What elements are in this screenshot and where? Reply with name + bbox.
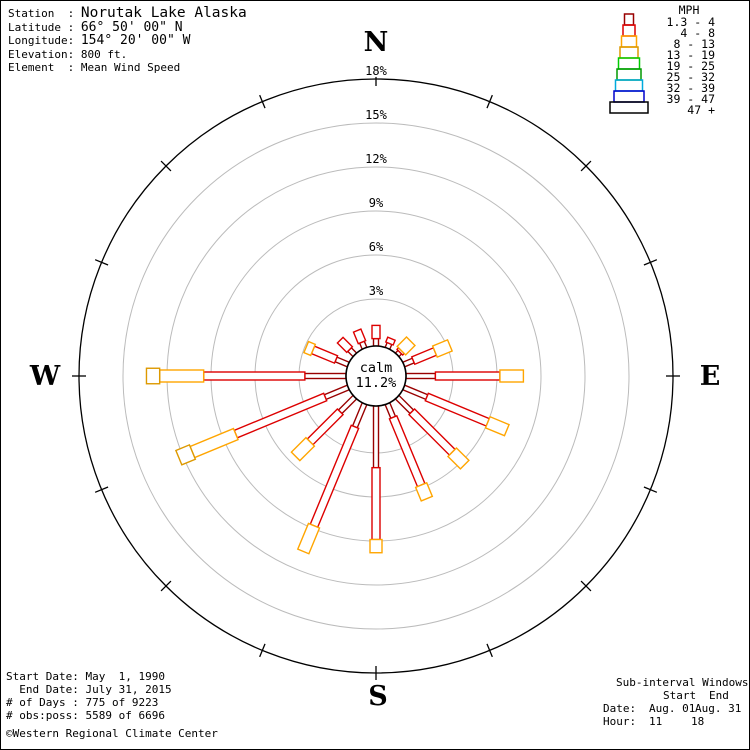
petal-segment-bin2	[352, 328, 367, 345]
petal-nne	[384, 336, 397, 351]
ring-tick	[160, 580, 172, 592]
calm-label: calm	[360, 360, 393, 376]
station-value: 154° 20' 00" W	[80, 33, 191, 48]
station-label: Longitude:	[8, 34, 81, 47]
compass-w: W	[29, 361, 61, 392]
subinterval-date-label: Date:	[603, 702, 637, 715]
station-label: Latitude :	[8, 20, 81, 34]
calm-percent: 11.2%	[356, 375, 397, 391]
ring-tick	[94, 486, 109, 493]
ring-tick	[94, 259, 109, 266]
legend-range-1: 1.3 - 4	[667, 15, 716, 29]
petal-segment-bin3	[446, 446, 470, 470]
ring-tick	[580, 580, 592, 592]
station-value: 800 ft.	[80, 47, 128, 61]
legend-title: MPH	[679, 3, 700, 17]
legend-range-6: 25 - 32	[667, 70, 715, 84]
grid-ring-15	[122, 122, 630, 630]
petal-ssw	[296, 401, 368, 555]
ring-label-18: 18%	[365, 64, 387, 78]
subinterval-hour-start: 11	[649, 715, 663, 728]
legend-range-8: 39 - 47	[667, 92, 716, 106]
petal-segment-bin2	[384, 336, 397, 346]
ring-label-15: 15%	[365, 108, 387, 122]
petal-segment-bin3	[396, 336, 416, 356]
ring-tick	[160, 160, 172, 172]
legend-range-5: 19 - 25	[667, 59, 715, 73]
petal-segment-bin2	[371, 324, 381, 340]
petal-segment-bin3	[484, 415, 510, 437]
petal-wnw	[303, 340, 351, 368]
period-info-block: Start Date: May 1, 1990 End Date: July 3…	[6, 670, 218, 740]
petal-segment-bin3	[431, 338, 454, 359]
ring-tick	[643, 259, 658, 266]
ring-tick	[259, 643, 266, 658]
subinterval-col-end: End	[709, 689, 729, 702]
ring-label-12: 12%	[365, 152, 387, 166]
petal-w	[145, 367, 347, 385]
subinterval-col-start: Start	[663, 689, 697, 702]
subinterval-date-end: Aug. 31	[695, 702, 742, 715]
ring-tick	[486, 94, 493, 109]
petal-ne	[394, 336, 416, 358]
petal-segment-bin3	[303, 340, 317, 357]
petal-segment-bin4	[145, 367, 161, 385]
compass-n: N	[364, 27, 389, 58]
ring-label-9: 9%	[369, 196, 384, 210]
station-info-block: Station : Norutak Lake Alaska Latitude : …	[8, 5, 247, 75]
station-label: Station :	[8, 7, 81, 20]
ring-tick	[643, 486, 658, 493]
ring-tick	[580, 160, 592, 172]
legend-range-2: 4 - 8	[680, 26, 715, 40]
subinterval-hour-label: Hour:	[603, 715, 637, 728]
station-row-elevation: Elevation: 800 ft.	[8, 48, 247, 62]
compass-e: E	[700, 361, 721, 392]
station-value: Norutak Lake Alaska	[80, 5, 247, 21]
legend-range-4: 13 - 19	[667, 48, 716, 62]
ring-tick	[259, 94, 266, 109]
ring-label-3: 3%	[369, 284, 384, 298]
subinterval-date-start: Aug. 01	[649, 702, 696, 715]
legend-range-3: 8 - 13	[673, 37, 715, 51]
station-row-station: Station : Norutak Lake Alaska	[8, 5, 247, 21]
legend-range-9: 47 +	[687, 103, 715, 117]
petal-segment-bin3	[369, 538, 383, 554]
petal-ene	[401, 338, 454, 368]
petal-wsw	[174, 384, 351, 466]
subinterval-hour-end: 18	[691, 715, 705, 728]
petal-segment-bin3	[296, 522, 321, 555]
petal-segment-bin3	[499, 369, 525, 383]
petal-segment-bin4	[174, 443, 197, 466]
compass-s: S	[368, 681, 388, 712]
petal-segment-bin2	[336, 336, 354, 354]
period-lines: Start Date: May 1, 1990 End Date: July 3…	[6, 670, 172, 722]
petal-nnw	[352, 328, 368, 351]
calm-circle	[345, 345, 407, 407]
copyright-text: ©Western Regional Climate Center	[6, 727, 218, 740]
station-label: Elevation:	[8, 47, 81, 61]
ring-label-6: 6%	[369, 240, 384, 254]
station-row-element: Element : Mean Wind Speed	[8, 61, 247, 75]
station-row-latitude: Latitude : 66° 50' 00" N	[8, 19, 247, 35]
ring-tick	[486, 643, 493, 658]
petal-se	[394, 394, 470, 470]
petal-ese	[401, 384, 510, 437]
petal-segment-bin3	[290, 436, 316, 462]
petal-sw	[290, 394, 358, 462]
station-row-longitude: Longitude: 154° 20' 00" W	[8, 34, 247, 48]
legend-range-7: 32 - 39	[667, 81, 716, 95]
station-value: 66° 50' 00" N	[80, 19, 183, 35]
petal-sse	[384, 401, 434, 502]
station-value: Mean Wind Speed	[80, 61, 181, 74]
subinterval-title: Sub-interval Windows	[616, 676, 749, 689]
legend-box-9	[609, 101, 649, 114]
station-label: Element :	[8, 61, 81, 74]
petal-segment-bin3	[414, 481, 434, 502]
petal-s	[369, 405, 383, 554]
